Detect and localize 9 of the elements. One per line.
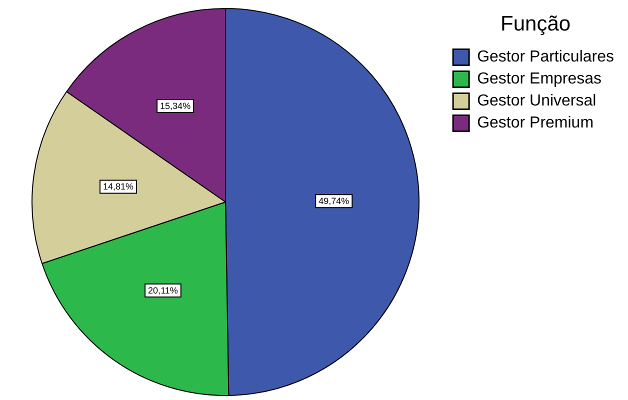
legend-label: Gestor Premium — [477, 114, 594, 132]
data-label: 20,11% — [148, 285, 178, 296]
legend-title: Função — [500, 12, 571, 36]
data-label: 14,81% — [102, 182, 134, 192]
legend-label: Gestor Empresas — [477, 70, 602, 88]
legend-label: Gestor Universal — [477, 92, 596, 110]
data-label: 49,74% — [318, 196, 350, 206]
legend-label: Gestor Particulares — [477, 48, 614, 66]
data-label: 15,34% — [160, 100, 191, 111]
